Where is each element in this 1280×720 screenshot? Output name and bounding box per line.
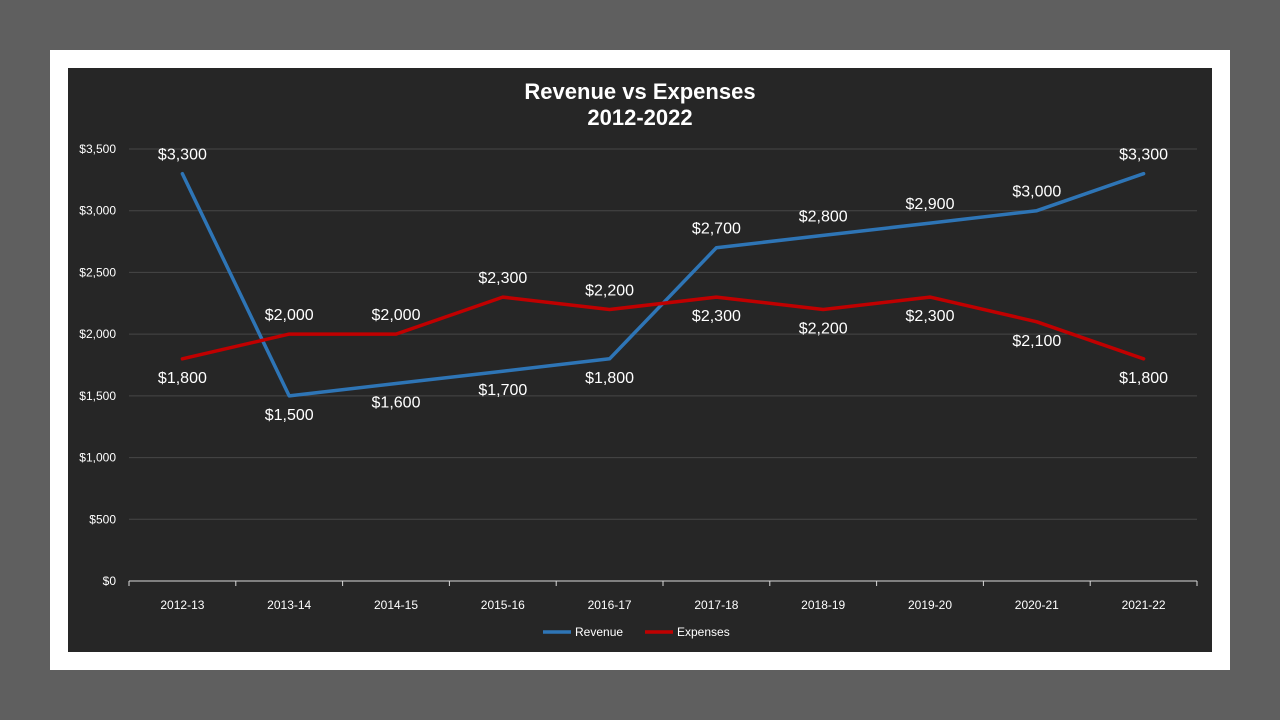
data-label-revenue: $1,800 (585, 370, 634, 387)
series-line-expenses (180, 295, 1146, 361)
y-tick-label: $1,500 (79, 389, 116, 403)
x-tick-label: 2017-18 (694, 598, 738, 612)
data-label-expenses: $2,000 (265, 307, 314, 324)
data-label-revenue: $1,700 (478, 382, 527, 399)
chart-title-line1: Revenue vs Expenses (524, 79, 756, 104)
data-label-expenses: $2,300 (906, 308, 955, 325)
data-label-revenue: $1,600 (372, 395, 421, 412)
data-label-expenses: $2,000 (372, 307, 421, 324)
data-label-expenses: $1,800 (1119, 370, 1168, 387)
x-tick-label: 2012-13 (160, 598, 204, 612)
x-tick-label: 2020-21 (1015, 598, 1059, 612)
x-tick-label: 2018-19 (801, 598, 845, 612)
data-label-expenses: $2,200 (585, 282, 634, 299)
series-line-revenue (180, 171, 1146, 398)
data-label-revenue: $3,300 (1119, 147, 1168, 164)
data-label-expenses: $2,300 (478, 270, 527, 287)
y-tick-label: $0 (103, 574, 117, 588)
x-tick-label: 2015-16 (481, 598, 525, 612)
data-label-expenses: $2,200 (799, 320, 848, 337)
data-label-revenue: $2,700 (692, 221, 741, 238)
x-tick-label: 2019-20 (908, 598, 952, 612)
data-label-revenue: $2,800 (799, 208, 848, 225)
x-tick-label: 2013-14 (267, 598, 311, 612)
y-tick-label: $2,000 (79, 327, 116, 341)
x-tick-label: 2016-17 (588, 598, 632, 612)
chart-area (68, 68, 1212, 652)
y-tick-label: $500 (89, 512, 116, 526)
data-label-revenue: $2,900 (906, 196, 955, 213)
data-label-expenses: $1,800 (158, 370, 207, 387)
legend-label-expenses: Expenses (677, 625, 730, 639)
legend-label-revenue: Revenue (575, 625, 623, 639)
data-label-revenue: $3,000 (1012, 184, 1061, 201)
data-label-expenses: $2,100 (1012, 333, 1061, 350)
y-tick-label: $2,500 (79, 265, 116, 279)
chart-title: Revenue vs Expenses 2012-2022 (0, 79, 1280, 131)
y-tick-label: $3,000 (79, 204, 116, 218)
chart-subtitle: 2012-2022 (587, 105, 693, 130)
y-tick-label: $1,000 (79, 451, 116, 465)
x-tick-label: 2021-22 (1122, 598, 1166, 612)
data-label-revenue: $1,500 (265, 407, 314, 424)
y-tick-label: $3,500 (79, 142, 116, 156)
data-label-expenses: $2,300 (692, 308, 741, 325)
data-label-revenue: $3,300 (158, 147, 207, 164)
x-tick-label: 2014-15 (374, 598, 418, 612)
